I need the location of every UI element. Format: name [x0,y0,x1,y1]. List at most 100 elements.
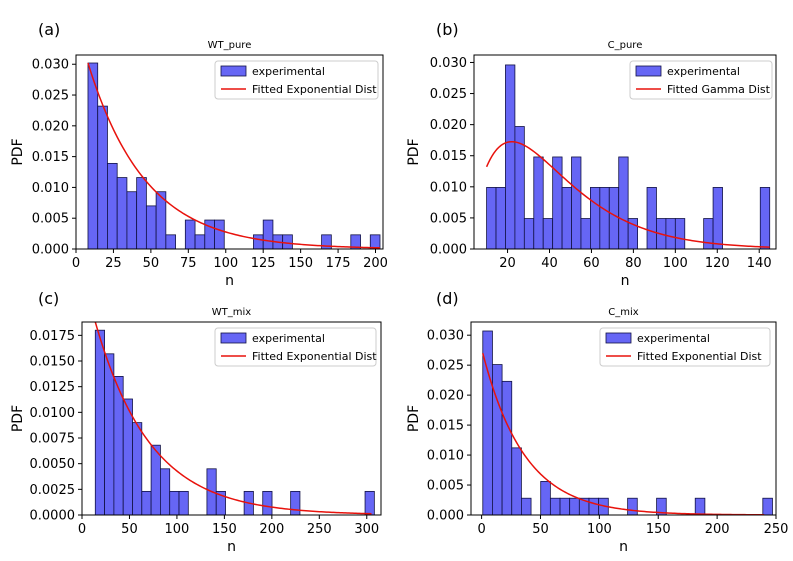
y-tick-label: 0.000 [427,509,464,524]
histogram-bar [132,422,143,516]
x-axis-label: n [225,273,234,289]
legend-bar-swatch [635,65,662,77]
x-tick-label: 25 [105,256,122,271]
histogram-bar [561,187,572,250]
x-tick-label: 40 [541,256,558,271]
x-tick-label: 120 [705,256,730,271]
histogram-bar [599,187,610,250]
x-tick-label: 50 [143,256,160,271]
y-tick-label: 0.0150 [30,355,76,370]
y-tick-label: 0.020 [32,119,69,134]
chart-panel-wt-mix: (c) WT_mix 0 50 100 150 200 250 300 0.0000 0.0025 0… [10,289,382,555]
y-tick-label: 0.030 [427,329,464,344]
histogram-bar [627,497,638,516]
histogram-bar [549,497,561,516]
x-tick-label: 250 [307,522,332,537]
x-axis-label: n [621,273,630,289]
legend-box [214,327,377,367]
x-axis-label: n [227,539,236,555]
y-tick-label: 0.0025 [30,483,76,498]
x-tick-label: 200 [363,256,388,271]
histogram-bar [97,105,108,250]
histogram-bar [501,380,513,516]
histogram-bar [588,497,600,516]
y-tick-label: 0.005 [32,212,69,227]
histogram-bar [116,177,128,250]
y-tick-label: 0.015 [427,419,464,434]
histogram-bar [253,234,264,250]
x-tick-label: 20 [499,256,516,271]
histogram-bar [511,447,522,516]
x-tick-label: 0 [72,256,80,271]
panel-label: (b) [436,20,459,39]
x-tick-label: 200 [259,522,284,537]
histogram-bar [646,187,657,250]
panel-label: (c) [38,289,59,308]
legend-entry-experimental: experimental [667,65,740,78]
histogram-bar [712,187,723,250]
histogram-bar [141,490,152,516]
legend-entry-fit: Fitted Exponential Dist [252,350,377,363]
fit-curve [485,140,770,248]
histogram-bars [87,62,381,250]
legend: experimental Fitted Exponential Dist [214,60,379,100]
histogram-bar [523,218,535,250]
y-tick-label: 0.020 [430,118,467,133]
y-axis-label: PDF [10,138,26,165]
legend: experimental Fitted Gamma Dist [629,60,773,100]
legend-bar-swatch [220,332,247,344]
histogram-bar [94,329,105,516]
histogram-bar [282,234,293,250]
y-tick-label: 0.030 [32,58,69,73]
legend-bar-swatch [220,65,247,77]
x-tick-label: 0 [78,522,86,537]
plot-frame [473,54,777,250]
histogram-bar [262,490,273,516]
histogram-bar [674,218,686,250]
histogram-bar [159,468,171,516]
y-tick-label: 0.0125 [30,380,76,395]
panel-label: (d) [436,289,459,308]
x-tick-label: 300 [354,522,379,537]
histogram-bar [571,156,582,250]
chart-title: C_pure [608,40,643,51]
y-tick-label: 0.025 [32,89,69,104]
legend-entry-fit: Fitted Gamma Dist [667,83,771,96]
x-tick-label: 75 [180,256,197,271]
histogram-bar [492,364,503,516]
chart-title: WT_pure [208,40,252,51]
plot-frame [75,54,384,250]
legend-bar-swatch [605,332,632,344]
y-tick-label: 0.025 [430,87,467,102]
y-tick-label: 0.015 [32,150,69,165]
histogram-bar [150,444,161,516]
x-tick-label: 150 [288,256,313,271]
histogram-bar [104,353,115,516]
x-tick-label: 50 [532,522,549,537]
y-axis-label: PDF [10,405,26,432]
legend-entry-fit: Fitted Exponential Dist [252,83,377,96]
x-tick-label: 50 [121,522,138,537]
histogram-bar [495,187,506,250]
histogram-bar [552,156,563,250]
histogram-bar [759,187,771,250]
legend-entry-experimental: experimental [252,65,325,78]
y-tick-label: 0.020 [427,389,464,404]
histogram-bar [505,64,516,250]
y-tick-label: 0.0075 [30,432,76,447]
y-tick-label: 0.030 [430,56,467,71]
histogram-bar [569,497,580,516]
y-tick-label: 0.0050 [30,457,76,472]
histogram-bar [540,481,551,516]
x-tick-label: 100 [663,256,688,271]
x-tick-label: 0 [477,522,485,537]
plot-frame [470,321,777,516]
histogram-bar [369,234,381,250]
fit-curve [94,321,372,515]
histogram-bar [364,490,375,516]
histogram-bar [521,497,532,516]
x-tick-label: 125 [251,256,276,271]
histogram-bar [703,218,714,250]
histogram-bar [262,219,274,250]
y-tick-label: 0.010 [430,180,467,195]
